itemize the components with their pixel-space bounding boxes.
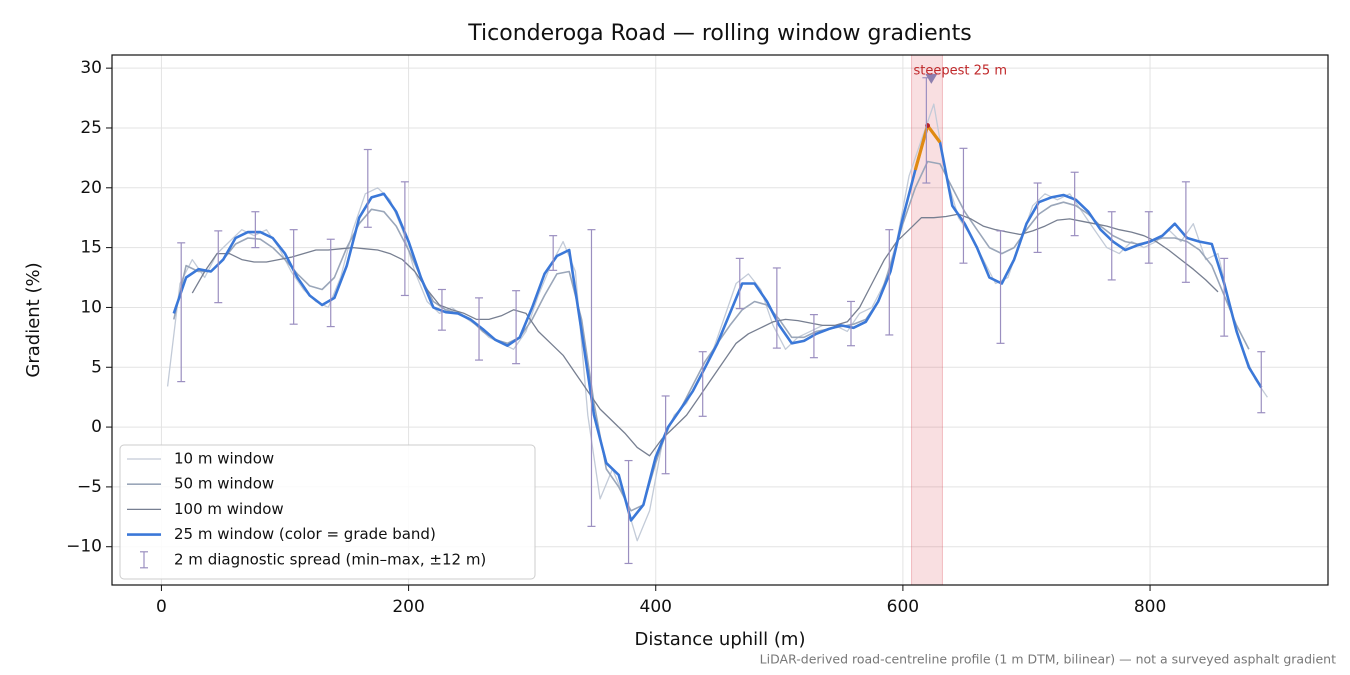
error-bar xyxy=(326,238,335,328)
error-bar xyxy=(363,148,372,228)
legend-label: 2 m diagnostic spread (min–max, ±12 m) xyxy=(174,550,486,568)
error-bar xyxy=(1257,351,1266,414)
plot-frame xyxy=(111,54,1329,586)
error-bar xyxy=(1033,182,1042,254)
y-tick-label: −5 xyxy=(77,477,102,497)
annotation: steepest 25 m xyxy=(914,63,1007,78)
error-bar xyxy=(885,229,894,336)
error-bar xyxy=(624,459,633,565)
error-bar xyxy=(846,300,855,347)
error-bar xyxy=(661,395,670,475)
error-bar xyxy=(1070,171,1079,237)
x-tick-label: 0 xyxy=(156,597,167,617)
error-bar xyxy=(400,181,409,297)
y-tick-label: 5 xyxy=(91,357,102,377)
error-bar xyxy=(214,230,223,304)
error-bar xyxy=(809,314,818,359)
legend-box xyxy=(119,444,536,580)
chart-title: Ticonderoga Road — rolling window gradie… xyxy=(467,21,971,46)
legend-label: 50 m window xyxy=(174,475,274,493)
line xyxy=(172,124,1263,522)
y-tick-label: 15 xyxy=(80,238,102,258)
error-bar xyxy=(1144,211,1153,264)
error-bar xyxy=(1107,211,1116,281)
error-bar xyxy=(1181,181,1190,283)
y-tick-label: 0 xyxy=(91,417,102,437)
error-bar xyxy=(177,242,186,383)
footnote: LiDAR-derived road-centreline profile (1… xyxy=(760,652,1336,667)
error-bar xyxy=(1220,257,1229,337)
y-tick-label: 20 xyxy=(80,178,102,198)
x-tick-label: 600 xyxy=(887,597,919,617)
error-bar xyxy=(475,297,484,361)
error-bar xyxy=(437,288,446,331)
error-bar xyxy=(772,267,781,349)
y-axis-label: Gradient (%) xyxy=(23,262,44,377)
error-bar xyxy=(735,257,744,310)
x-tick-label: 400 xyxy=(640,597,672,617)
error-bar xyxy=(587,229,596,527)
line xyxy=(173,160,1250,512)
error-bar xyxy=(996,230,1005,344)
x-tick-label: 200 xyxy=(392,597,424,617)
legend-label: 25 m window (color = grade band) xyxy=(174,525,436,543)
legend-label: 100 m window xyxy=(174,500,284,518)
y-tick-label: 10 xyxy=(80,297,102,317)
steepest-band xyxy=(911,54,943,586)
x-tick-label: 800 xyxy=(1134,597,1166,617)
line xyxy=(191,213,1219,457)
error-bar xyxy=(959,147,968,264)
steepest-marker xyxy=(925,73,938,84)
error-bar xyxy=(289,229,298,325)
error-bar xyxy=(251,211,260,249)
x-axis-label: Distance uphill (m) xyxy=(635,629,806,650)
error-bar xyxy=(512,290,521,365)
legend-label: 10 m window xyxy=(174,450,274,468)
y-tick-label: −10 xyxy=(66,537,102,557)
line xyxy=(166,103,1268,542)
error-bar xyxy=(698,351,707,417)
y-tick-label: 30 xyxy=(80,58,102,78)
error-bar xyxy=(549,235,558,271)
y-tick-label: 25 xyxy=(80,118,102,138)
